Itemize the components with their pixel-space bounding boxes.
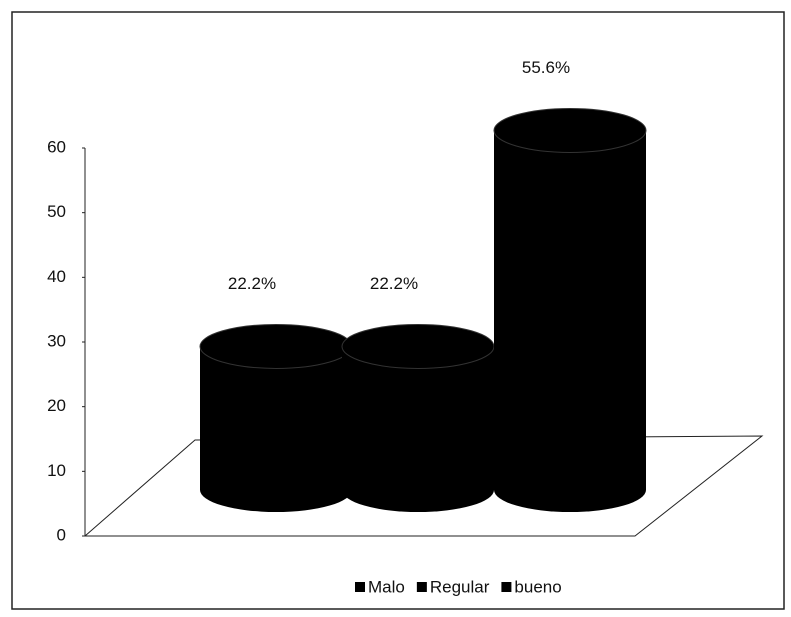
bar [342,324,494,512]
floor [83,435,764,537]
value-label: 55.6% [522,58,570,77]
y-tick-label: 50 [47,202,66,221]
legend-swatch [416,582,427,592]
legend-swatch [501,582,512,592]
legend-label: Regular [430,577,490,596]
value-label: 22.2% [228,274,276,293]
bar-top [493,107,647,153]
bar-top [199,323,353,369]
y-tick-label: 60 [47,137,66,156]
y-tick-label: 0 [57,525,66,544]
legend-swatch [355,582,365,592]
y-tick-label: 10 [47,461,66,480]
bar [200,324,352,512]
chart-frame [11,11,785,610]
value-label: 22.2% [370,274,418,293]
bar-top [341,323,495,369]
y-tick-label: 40 [47,267,66,286]
legend-label: Malo [368,577,405,596]
y-tick-label: 20 [47,396,66,415]
y-tick-label: 30 [47,331,66,350]
legend-label: bueno [514,577,561,596]
bar [494,108,646,513]
